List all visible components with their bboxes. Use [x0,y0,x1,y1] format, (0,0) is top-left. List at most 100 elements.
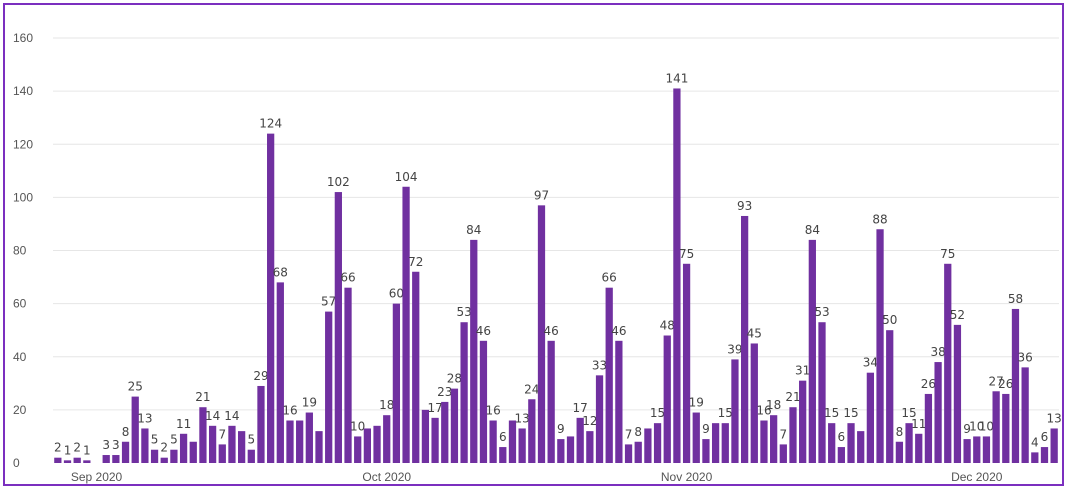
data-label: 53 [814,305,829,319]
data-label: 66 [340,271,355,285]
bar [150,449,159,463]
y-tick-label: 20 [13,403,27,417]
data-label: 46 [611,324,626,338]
data-label: 13 [515,411,530,425]
data-label: 8 [634,425,642,439]
bar [63,460,72,463]
bar [257,385,265,463]
data-label: 52 [950,308,965,322]
data-label: 7 [625,427,633,441]
data-label: 93 [737,199,752,213]
bar [54,457,62,463]
bar [721,423,729,463]
bar [944,263,952,463]
data-label: 10 [969,419,984,433]
bar [518,428,526,463]
bar [566,436,575,463]
bar [402,186,410,463]
data-label: 18 [766,398,781,412]
bar [170,449,178,463]
data-label: 45 [747,326,762,340]
bar [711,423,720,463]
data-label: 48 [660,319,675,333]
bar [83,460,91,463]
data-label: 9 [702,422,710,436]
bar [992,391,1000,463]
bar [373,425,381,463]
data-label: 15 [843,406,858,420]
data-label: 102 [327,175,350,189]
data-label: 28 [447,372,462,386]
bar [441,401,449,463]
bar [121,441,130,463]
data-label: 14 [205,409,220,423]
bar [750,343,758,463]
data-label: 68 [273,265,288,279]
data-label: 14 [224,409,239,423]
data-label: 26 [998,377,1013,391]
bar [315,431,323,463]
bar [934,362,942,463]
data-label: 72 [408,255,423,269]
bar [595,375,604,463]
bar [576,417,584,463]
bar [799,380,807,463]
bar [634,441,642,463]
y-tick-label: 0 [13,456,20,470]
bar [383,415,391,463]
bar [325,311,333,463]
bar [247,449,255,463]
data-label: 27 [988,374,1003,388]
data-label: 34 [863,356,878,370]
bar [837,447,845,463]
data-label: 11 [176,417,191,431]
data-label: 19 [302,396,317,410]
data-label: 15 [824,406,839,420]
bar [528,399,536,463]
data-label: 33 [592,358,607,372]
data-label: 75 [940,247,955,261]
data-label: 10 [350,419,365,433]
y-tick-label: 40 [13,350,27,364]
bar [692,412,700,463]
y-tick-label: 100 [13,190,33,204]
bar [1021,367,1029,463]
data-label: 124 [259,117,282,131]
bar [789,407,797,463]
data-label: 75 [679,247,694,261]
data-label: 1 [64,443,72,457]
x-tick-label: Nov 2020 [661,470,713,484]
y-tick-label: 60 [13,297,27,311]
data-label: 97 [534,188,549,202]
bar [924,393,933,463]
bar [286,420,294,463]
x-tick-label: Oct 2020 [362,470,411,484]
data-label: 66 [602,271,617,285]
bar [354,436,362,463]
data-label: 38 [930,345,945,359]
data-label: 12 [582,414,597,428]
bar [702,439,710,463]
bar [508,420,517,463]
data-label: 5 [247,433,255,447]
bar [296,420,304,463]
data-label: 9 [557,422,565,436]
data-label: 84 [805,223,820,237]
data-label: 104 [395,170,418,184]
bar [305,412,313,463]
bar [421,409,430,463]
data-label: 21 [785,390,800,404]
data-label: 36 [1018,350,1033,364]
data-label: 18 [379,398,394,412]
bar [1050,428,1058,463]
data-label: 2 [73,441,81,455]
data-label: 60 [389,287,404,301]
data-label: 6 [838,430,846,444]
data-label: 58 [1008,292,1023,306]
data-label: 2 [160,441,168,455]
bar [102,455,110,463]
bar [112,455,120,463]
bar [895,441,904,463]
x-tick-label: Sep 2020 [71,470,123,484]
data-label: 141 [665,71,688,85]
